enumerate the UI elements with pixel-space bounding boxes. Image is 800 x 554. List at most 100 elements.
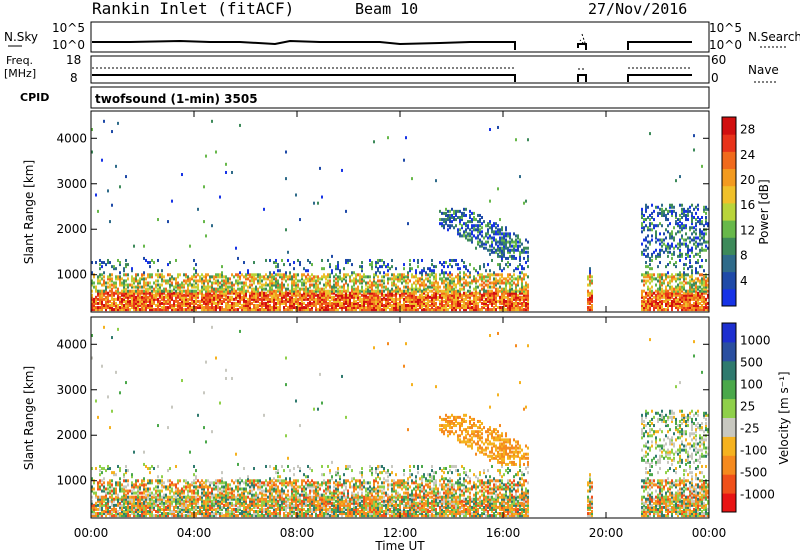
power-cell — [527, 265, 529, 269]
power-cell — [127, 277, 129, 281]
power-cell — [459, 228, 461, 232]
power-cell — [407, 299, 409, 303]
power-cell — [467, 226, 469, 230]
power-cell — [695, 222, 697, 226]
power-cell — [263, 291, 265, 295]
power-cell — [361, 308, 363, 312]
power-cell — [689, 205, 691, 209]
power-cell — [425, 297, 427, 301]
power-cell — [141, 295, 143, 299]
power-cell — [181, 306, 183, 310]
power-cell — [97, 279, 99, 283]
velocity-cell — [141, 497, 143, 501]
power-cell — [265, 297, 267, 301]
power-cell — [393, 281, 395, 285]
power-cell — [659, 273, 661, 277]
power-cell — [665, 297, 667, 301]
velocity-cell — [167, 514, 169, 518]
power-cell — [353, 283, 355, 287]
power-cell — [703, 279, 705, 283]
power-cell — [473, 297, 475, 301]
power-cell — [327, 306, 329, 310]
power-cell — [205, 299, 207, 303]
colorbar-tick-label: 8 — [740, 249, 748, 263]
power-cell — [677, 254, 679, 258]
velocity-cell — [137, 501, 139, 505]
power-cell — [353, 306, 355, 310]
power-cell — [335, 273, 337, 277]
power-cell — [367, 297, 369, 301]
power-cell — [359, 265, 361, 269]
velocity-cell — [171, 487, 173, 491]
power-cell — [141, 297, 143, 301]
velocity-cell — [163, 514, 165, 518]
power-cell — [255, 285, 257, 289]
power-cell — [435, 297, 437, 301]
power-cell — [151, 306, 153, 310]
power-cell — [451, 295, 453, 299]
power-cell — [297, 306, 299, 310]
power-cell — [643, 308, 645, 312]
power-cell — [357, 293, 359, 297]
power-cell — [233, 287, 235, 291]
power-cell — [411, 283, 413, 287]
power-cell — [217, 293, 219, 297]
power-cell — [227, 287, 229, 291]
power-cell — [149, 297, 151, 301]
power-cell — [251, 301, 253, 305]
power-cell — [705, 279, 707, 283]
power-cell — [99, 297, 101, 301]
power-cell — [673, 209, 675, 213]
velocity-cell — [113, 473, 115, 477]
power-cell — [683, 287, 685, 291]
power-cell — [431, 289, 433, 293]
power-cell — [191, 306, 193, 310]
power-cell — [135, 289, 137, 293]
power-cell — [121, 281, 123, 285]
power-cell — [683, 306, 685, 310]
power-cell — [215, 275, 217, 279]
power-cell — [461, 299, 463, 303]
power-cell — [119, 295, 121, 299]
power-cell — [175, 281, 177, 285]
velocity-cell — [129, 514, 131, 518]
power-cell — [245, 303, 247, 307]
power-cell — [391, 297, 393, 301]
power-cell — [253, 303, 255, 307]
power-cell — [131, 279, 133, 283]
power-cell — [511, 240, 513, 244]
power-cell — [479, 283, 481, 287]
power-cell — [133, 277, 135, 281]
velocity-cell — [99, 469, 101, 473]
power-cell — [463, 297, 465, 301]
power-cell — [131, 301, 133, 305]
power-cell — [321, 306, 323, 310]
power-cell — [335, 281, 337, 285]
power-cell — [269, 291, 271, 295]
velocity-cell — [99, 514, 101, 518]
power-cell — [277, 269, 279, 273]
power-cell — [219, 281, 221, 285]
power-cell — [283, 306, 285, 310]
power-cell — [505, 291, 507, 295]
velocity-cell — [171, 503, 173, 507]
power-cell — [669, 291, 671, 295]
velocity-cell — [169, 501, 171, 505]
power-cell — [135, 299, 137, 303]
velocity-cell — [143, 483, 145, 487]
power-cell — [163, 279, 165, 283]
power-cell — [423, 295, 425, 299]
power-cell — [435, 308, 437, 312]
power-cell — [419, 293, 421, 297]
power-cell — [165, 293, 167, 297]
power-cell — [193, 258, 195, 262]
power-cell — [495, 222, 497, 226]
power-cell — [197, 283, 199, 287]
power-cell — [263, 287, 265, 291]
power-cell — [125, 295, 127, 299]
power-cell — [211, 119, 213, 123]
power-cell — [127, 293, 129, 297]
power-cell — [499, 277, 501, 281]
power-cell — [325, 289, 327, 293]
power-cell — [587, 301, 589, 305]
